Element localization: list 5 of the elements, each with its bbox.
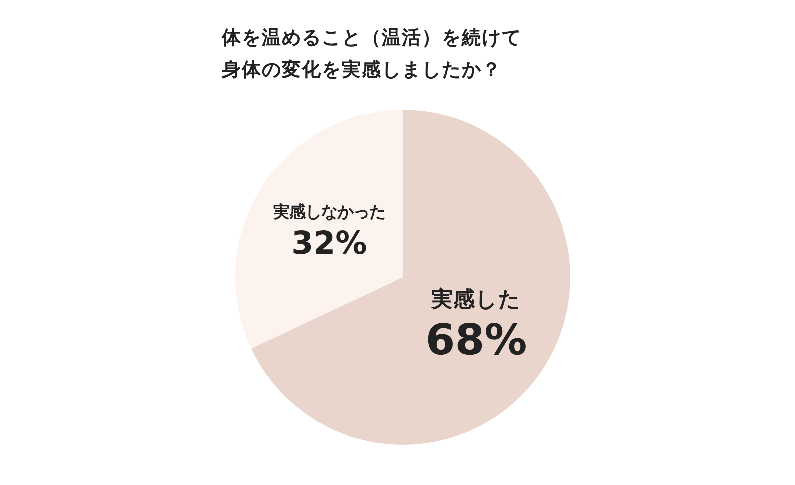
slice-label: 実感した xyxy=(430,286,522,312)
chart-title: 体を温めること（温活）を続けて身体の変化を実感しましたか？ xyxy=(222,26,523,83)
data-label: 68% xyxy=(426,316,528,365)
data-label: 32% xyxy=(292,226,368,262)
slice-label: 実感しなかった xyxy=(272,202,386,222)
